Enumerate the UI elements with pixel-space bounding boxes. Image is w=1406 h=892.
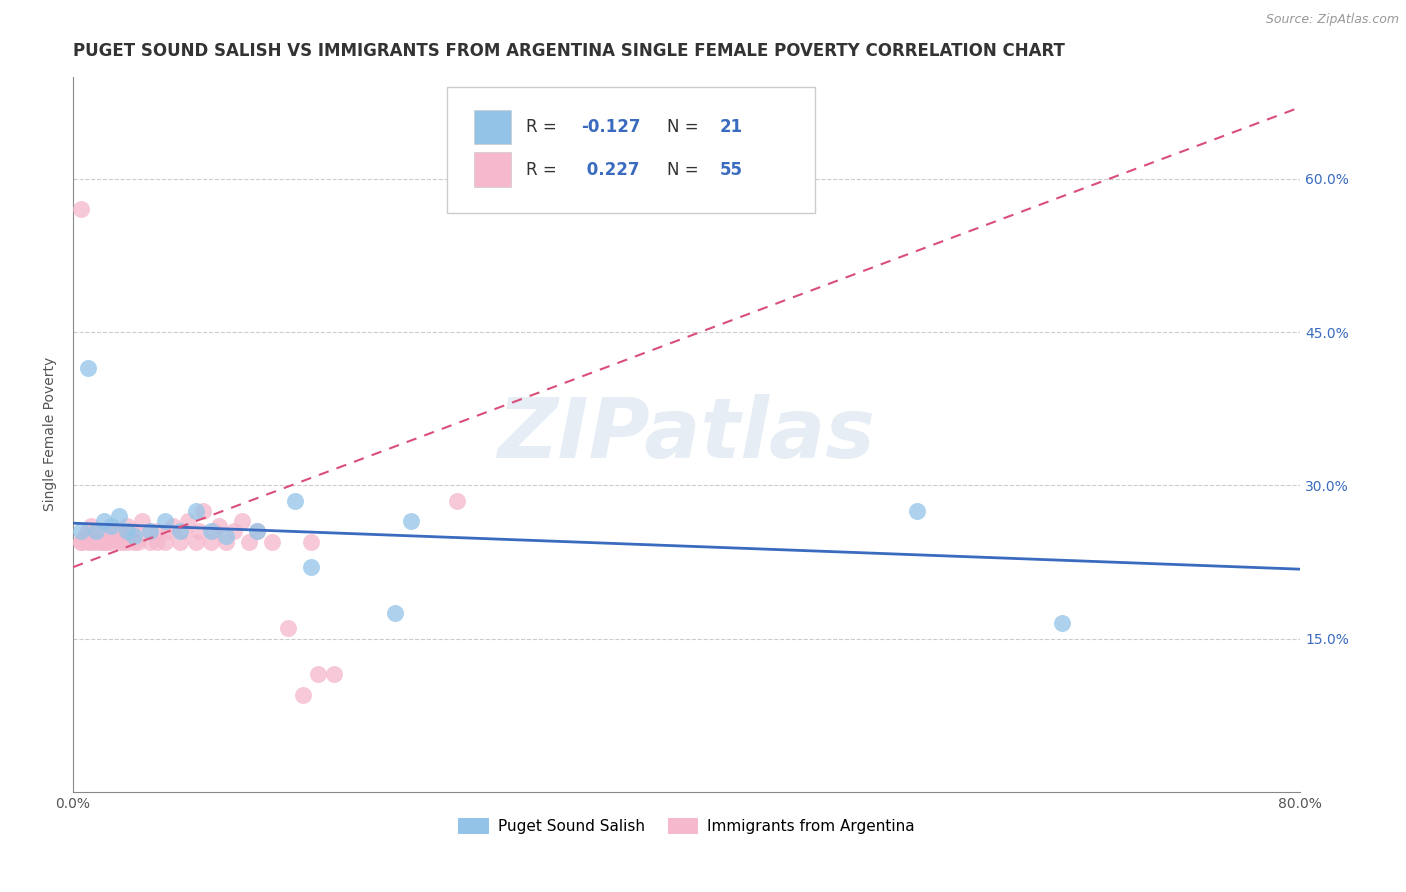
Point xyxy=(111,534,134,549)
Point xyxy=(169,524,191,539)
Point xyxy=(84,524,107,539)
Point xyxy=(77,360,100,375)
Point xyxy=(162,519,184,533)
Point xyxy=(200,534,222,549)
Point xyxy=(69,524,91,539)
Point xyxy=(384,606,406,620)
Point xyxy=(80,534,103,549)
Point xyxy=(399,514,422,528)
Point xyxy=(277,622,299,636)
Point xyxy=(246,524,269,539)
Point xyxy=(238,534,260,549)
Point xyxy=(308,667,330,681)
Point xyxy=(184,534,207,549)
Point xyxy=(93,534,115,549)
Text: Source: ZipAtlas.com: Source: ZipAtlas.com xyxy=(1265,13,1399,27)
Point xyxy=(139,524,162,539)
Text: N =: N = xyxy=(666,118,704,136)
Point xyxy=(93,524,115,539)
Point xyxy=(224,524,246,539)
Point xyxy=(77,534,100,549)
Point xyxy=(157,524,180,539)
Text: 55: 55 xyxy=(720,161,742,178)
Point xyxy=(120,524,142,539)
Point xyxy=(173,524,195,539)
Point xyxy=(75,529,97,543)
Text: N =: N = xyxy=(666,161,704,178)
Point xyxy=(108,509,131,524)
Point xyxy=(200,524,222,539)
Point xyxy=(193,504,215,518)
Point xyxy=(115,534,138,549)
Point xyxy=(105,524,128,539)
Point xyxy=(131,514,153,528)
Point xyxy=(146,524,169,539)
Point xyxy=(146,534,169,549)
Point xyxy=(1052,616,1074,631)
Text: PUGET SOUND SALISH VS IMMIGRANTS FROM ARGENTINA SINGLE FEMALE POVERTY CORRELATIO: PUGET SOUND SALISH VS IMMIGRANTS FROM AR… xyxy=(73,42,1064,60)
Point xyxy=(69,534,91,549)
Point xyxy=(69,534,91,549)
Point xyxy=(446,493,468,508)
Point xyxy=(215,534,238,549)
Point xyxy=(322,667,344,681)
Point xyxy=(90,534,112,549)
Point xyxy=(139,534,162,549)
Point xyxy=(202,524,225,539)
Point xyxy=(100,519,122,533)
Point xyxy=(69,202,91,217)
Point xyxy=(100,524,122,539)
Point xyxy=(84,524,107,539)
Point xyxy=(84,534,107,549)
Point xyxy=(115,519,138,533)
Point xyxy=(184,504,207,518)
Point xyxy=(108,524,131,539)
FancyBboxPatch shape xyxy=(474,110,512,144)
Point xyxy=(93,514,115,528)
Point xyxy=(231,514,253,528)
Point xyxy=(153,514,176,528)
FancyBboxPatch shape xyxy=(447,87,815,212)
Legend: Puget Sound Salish, Immigrants from Argentina: Puget Sound Salish, Immigrants from Arge… xyxy=(458,819,915,834)
Point xyxy=(77,524,100,539)
Point xyxy=(139,524,162,539)
Point xyxy=(124,529,146,543)
Point xyxy=(299,560,322,574)
Point xyxy=(108,534,131,549)
Point xyxy=(80,519,103,533)
Point xyxy=(96,534,118,549)
Point xyxy=(115,524,138,539)
Text: 0.227: 0.227 xyxy=(581,161,640,178)
Text: ZIPatlas: ZIPatlas xyxy=(498,393,876,475)
Point xyxy=(127,534,149,549)
Point xyxy=(124,524,146,539)
Point xyxy=(246,524,269,539)
Point xyxy=(262,534,284,549)
Point xyxy=(187,524,209,539)
Text: -0.127: -0.127 xyxy=(581,118,641,136)
Point xyxy=(208,519,231,533)
FancyBboxPatch shape xyxy=(474,153,512,186)
Point xyxy=(169,534,191,549)
Text: 21: 21 xyxy=(720,118,742,136)
Text: R =: R = xyxy=(526,161,562,178)
Point xyxy=(124,534,146,549)
Point xyxy=(284,493,307,508)
Point xyxy=(100,534,122,549)
Point xyxy=(292,688,315,702)
Point xyxy=(177,514,200,528)
Point xyxy=(215,529,238,543)
Point xyxy=(153,534,176,549)
Point xyxy=(299,534,322,549)
Point xyxy=(905,504,928,518)
Y-axis label: Single Female Poverty: Single Female Poverty xyxy=(44,357,58,511)
Text: R =: R = xyxy=(526,118,562,136)
